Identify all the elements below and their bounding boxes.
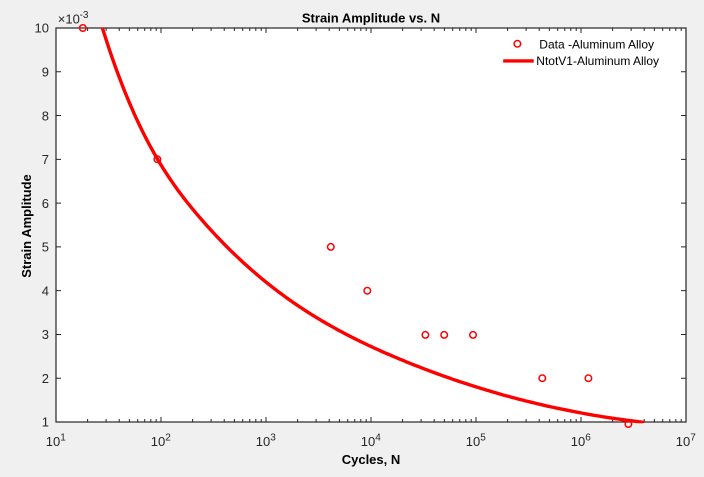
svg-text:NtotV1-Aluminum Alloy: NtotV1-Aluminum Alloy xyxy=(536,54,659,68)
svg-text:6: 6 xyxy=(42,196,49,211)
svg-text:2: 2 xyxy=(42,371,49,386)
svg-text:×10: ×10 xyxy=(58,12,80,27)
svg-text:10: 10 xyxy=(46,434,60,449)
svg-text:10: 10 xyxy=(361,434,375,449)
svg-text:-3: -3 xyxy=(80,10,89,21)
svg-text:10: 10 xyxy=(676,434,690,449)
svg-text:4: 4 xyxy=(375,432,381,443)
svg-text:8: 8 xyxy=(42,108,49,123)
svg-text:10: 10 xyxy=(571,434,585,449)
svg-text:1: 1 xyxy=(42,415,49,430)
svg-text:10: 10 xyxy=(256,434,270,449)
svg-text:6: 6 xyxy=(585,432,591,443)
svg-text:Cycles, N: Cycles, N xyxy=(342,452,401,467)
svg-text:10: 10 xyxy=(466,434,480,449)
svg-text:3: 3 xyxy=(42,327,49,342)
svg-text:2: 2 xyxy=(165,432,171,443)
svg-text:9: 9 xyxy=(42,64,49,79)
svg-text:4: 4 xyxy=(42,283,49,298)
svg-text:Strain Amplitude vs. N: Strain Amplitude vs. N xyxy=(302,10,440,25)
svg-text:5: 5 xyxy=(42,240,49,255)
svg-text:7: 7 xyxy=(42,152,49,167)
svg-text:Strain Amplitude: Strain Amplitude xyxy=(19,174,34,278)
svg-text:7: 7 xyxy=(690,432,696,443)
svg-text:10: 10 xyxy=(151,434,165,449)
svg-text:5: 5 xyxy=(480,432,486,443)
svg-text:3: 3 xyxy=(270,432,276,443)
svg-text:10: 10 xyxy=(35,21,49,36)
svg-text:Data -Aluminum Alloy: Data -Aluminum Alloy xyxy=(539,38,654,52)
svg-text:1: 1 xyxy=(60,432,66,443)
